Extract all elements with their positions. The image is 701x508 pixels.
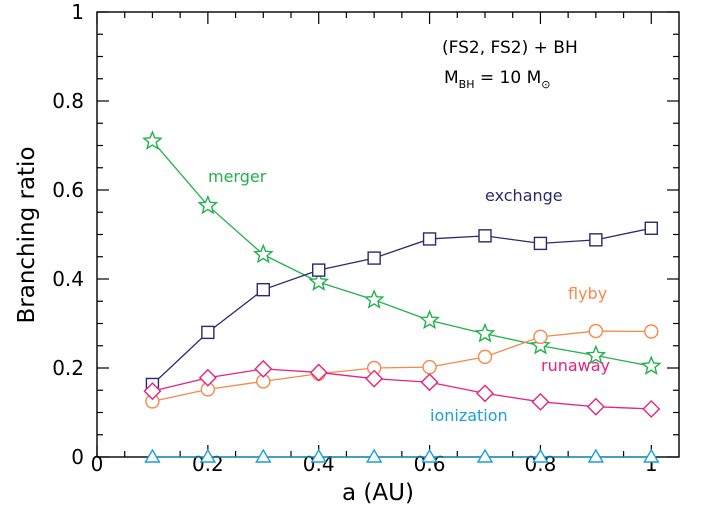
x-tick-label: 0 [91, 452, 104, 476]
data-point-merger [142, 130, 163, 150]
series-label-runaway: runaway [541, 356, 610, 375]
series-line-runaway [152, 368, 652, 410]
annotation-mass: MBH = 10 M⊙ [444, 68, 550, 91]
data-point-exchange [256, 282, 270, 297]
data-point-merger [308, 271, 330, 291]
data-point-ionization [310, 448, 327, 463]
series-exchange [145, 221, 658, 392]
annotation-mass-value: = 10 M [475, 68, 542, 88]
data-point-runaway [531, 392, 550, 411]
series-label-ionization: ionization [430, 406, 508, 425]
data-point-ionization [144, 448, 161, 463]
y-axis-title: Branching ratio [14, 146, 40, 323]
data-point-merger [252, 243, 274, 264]
y-tick-label: 0.4 [52, 267, 84, 291]
data-point-flyby [477, 349, 493, 365]
data-point-runaway [420, 373, 439, 392]
data-point-exchange [367, 251, 381, 265]
series-label-merger: merger [208, 167, 267, 186]
y-tick-label: 0.6 [52, 178, 84, 202]
data-point-runaway [198, 368, 217, 387]
y-tick-labels: 0 0.2 0.4 0.6 0.8 1 [52, 0, 84, 469]
data-point-ionization [199, 448, 217, 463]
data-point-ionization [532, 448, 549, 463]
y-tick-label: 0.2 [52, 356, 84, 380]
x-tick-labels: 0 0.2 0.4 0.6 0.8 1 [91, 452, 658, 476]
series-line-flyby [152, 330, 652, 403]
data-point-runaway [254, 359, 273, 378]
annotation-solar-symbol: ⊙ [541, 78, 550, 91]
series-layer [142, 130, 662, 463]
series-merger [142, 130, 662, 376]
data-point-exchange [201, 325, 215, 340]
data-point-ionization [421, 448, 438, 463]
data-point-runaway [143, 382, 162, 401]
data-point-exchange [312, 263, 326, 277]
data-point-runaway [476, 384, 494, 403]
annotation-mass-symbol: M [444, 68, 459, 88]
data-point-exchange [478, 229, 492, 243]
data-point-runaway [586, 397, 605, 416]
series-label-flyby: flyby [568, 284, 607, 303]
data-point-merger [585, 344, 607, 365]
y-tick-label: 1 [71, 0, 84, 24]
data-point-exchange [644, 221, 658, 235]
data-point-flyby [422, 359, 437, 375]
data-point-runaway [642, 399, 661, 418]
x-axis-title: a (AU) [342, 480, 414, 506]
series-ionization [144, 448, 660, 463]
data-point-merger [474, 322, 496, 343]
data-point-merger [363, 289, 385, 309]
data-point-ionization [587, 448, 605, 463]
data-point-ionization [255, 448, 272, 463]
y-tick-label: 0.8 [52, 89, 84, 113]
data-point-merger [530, 334, 551, 355]
data-point-runaway [365, 369, 384, 388]
annotation-system: (FS2, FS2) + BH [442, 38, 578, 58]
data-point-merger [197, 194, 219, 215]
data-point-merger [640, 355, 662, 376]
data-point-ionization [643, 448, 660, 463]
series-runaway [143, 359, 661, 418]
data-point-exchange [422, 232, 437, 246]
data-point-flyby [588, 323, 604, 339]
annotation-mass-subscript: BH [459, 78, 475, 91]
y-tick-label: 0 [71, 445, 84, 469]
data-point-ionization [476, 448, 494, 463]
series-line-exchange [151, 227, 652, 385]
data-point-ionization [365, 448, 383, 463]
data-point-flyby [644, 324, 659, 339]
series-label-exchange: exchange [485, 186, 563, 205]
data-point-runaway [309, 363, 328, 382]
data-point-flyby [533, 329, 548, 345]
data-point-merger [419, 309, 440, 330]
data-point-exchange [533, 236, 548, 251]
series-line-merger [151, 140, 652, 367]
data-point-exchange [589, 233, 603, 247]
